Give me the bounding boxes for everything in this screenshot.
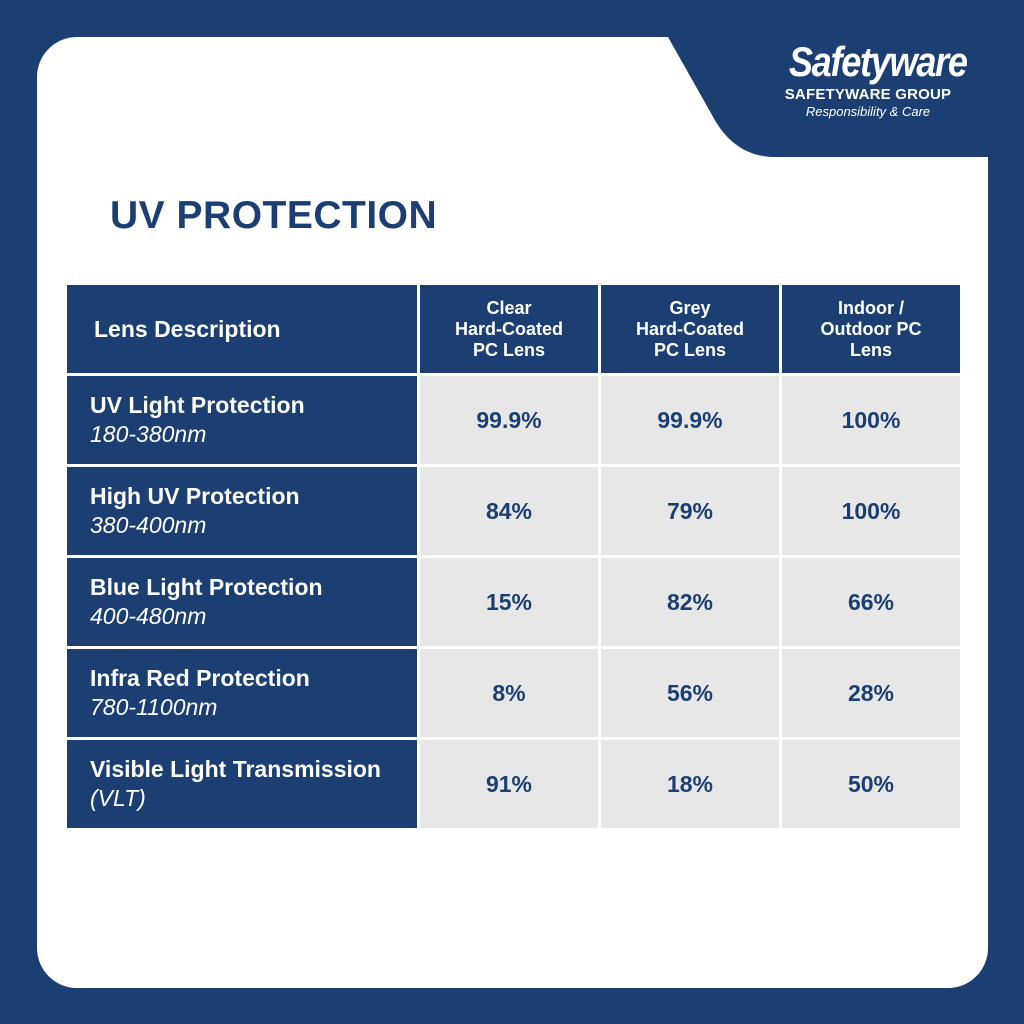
value-cell: 56% <box>601 649 779 737</box>
logo-group-name: SAFETYWARE GROUP <box>784 86 952 103</box>
brand-logo: Safetyware SAFETYWARE GROUP Responsibili… <box>776 38 968 120</box>
value-cell: 18% <box>601 740 779 828</box>
page-title: UV PROTECTION <box>110 194 438 237</box>
header-indoor-outdoor-lens: Indoor / Outdoor PC Lens <box>782 285 960 373</box>
value-cell: 100% <box>782 467 960 555</box>
value-cell: 79% <box>601 467 779 555</box>
uv-protection-table: Lens Description Clear Hard-Coated PC Le… <box>64 282 963 831</box>
header-line: PC Lens <box>653 339 727 360</box>
value-cell: 82% <box>601 558 779 646</box>
value-cell: 8% <box>420 649 598 737</box>
table-row: Blue Light Protection 400-480nm 15% 82% … <box>67 558 960 646</box>
row-range: 180-380nm <box>90 421 207 447</box>
value-cell: 66% <box>782 558 960 646</box>
table-row: Infra Red Protection 780-1100nm 8% 56% 2… <box>67 649 960 737</box>
row-name: Blue Light Protection <box>90 574 323 600</box>
logo-wordmark: Safetyware <box>788 38 968 85</box>
table-row: UV Light Protection 180-380nm 99.9% 99.9… <box>67 376 960 464</box>
header-line: Grey <box>669 297 711 318</box>
header-clear-lens: Clear Hard-Coated PC Lens <box>420 285 598 373</box>
table-row: High UV Protection 380-400nm 84% 79% 100… <box>67 467 960 555</box>
table-row: Visible Light Transmission (VLT) 91% 18%… <box>67 740 960 828</box>
row-range: 780-1100nm <box>90 694 218 720</box>
logo-tagline: Responsibility & Care <box>805 104 931 119</box>
header-line: PC Lens <box>472 339 546 360</box>
row-name: High UV Protection <box>90 483 300 509</box>
row-label: Infra Red Protection 780-1100nm <box>67 649 417 737</box>
value-cell: 84% <box>420 467 598 555</box>
header-lens-description: Lens Description <box>67 285 417 373</box>
header-line: Clear <box>486 297 532 318</box>
row-label: Visible Light Transmission (VLT) <box>67 740 417 828</box>
value-cell: 99.9% <box>420 376 598 464</box>
value-cell: 99.9% <box>601 376 779 464</box>
row-name: UV Light Protection <box>90 392 305 418</box>
row-range: (VLT) <box>90 785 146 811</box>
value-cell: 50% <box>782 740 960 828</box>
header-grey-lens: Grey Hard-Coated PC Lens <box>601 285 779 373</box>
value-cell: 15% <box>420 558 598 646</box>
header-line: Hard-Coated <box>635 318 744 339</box>
row-label: Blue Light Protection 400-480nm <box>67 558 417 646</box>
row-label: High UV Protection 380-400nm <box>67 467 417 555</box>
header-line: Outdoor PC <box>820 318 922 339</box>
row-label: UV Light Protection 180-380nm <box>67 376 417 464</box>
header-line: Lens <box>849 339 892 360</box>
value-cell: 100% <box>782 376 960 464</box>
table-header-row: Lens Description Clear Hard-Coated PC Le… <box>67 285 960 373</box>
row-name: Visible Light Transmission <box>90 756 381 782</box>
row-range: 380-400nm <box>90 512 207 538</box>
header-line: Indoor / <box>838 297 904 318</box>
row-range: 400-480nm <box>90 603 207 629</box>
value-cell: 91% <box>420 740 598 828</box>
row-name: Infra Red Protection <box>90 665 310 691</box>
header-line: Hard-Coated <box>454 318 563 339</box>
value-cell: 28% <box>782 649 960 737</box>
